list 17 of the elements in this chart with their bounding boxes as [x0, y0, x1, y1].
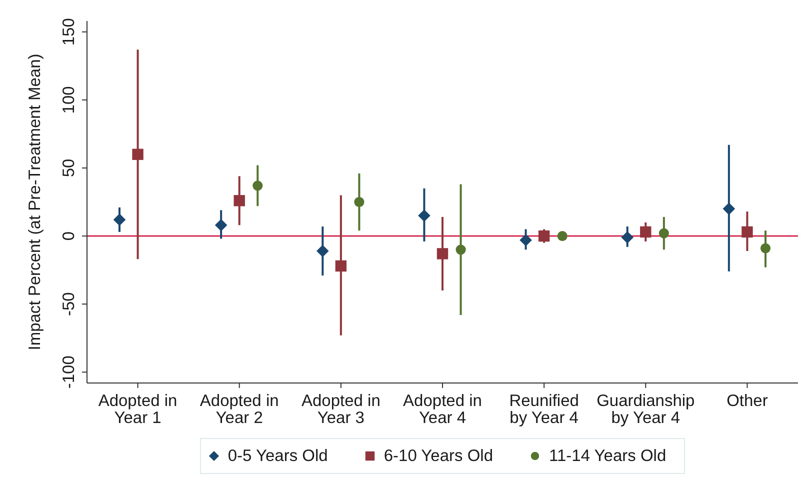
legend-label: 11-14 Years Old	[549, 446, 666, 466]
x-tick-label: Adopted in Year 3	[301, 392, 380, 427]
y-tick-label: 50	[60, 158, 78, 178]
legend-label: 0-5 Years Old	[228, 446, 328, 466]
x-tick-label: Other	[726, 392, 768, 410]
x-tick-label: Guardianship by Year 4	[596, 392, 695, 427]
y-tick-label: 0	[60, 231, 78, 241]
x-tick-label: Adopted in Year 4	[403, 392, 482, 427]
x-tick-label: Reunified by Year 4	[509, 392, 579, 427]
legend-label: 6-10 Years Old	[384, 446, 494, 466]
y-tick-label: 100	[60, 86, 78, 114]
y-tick-label: 150	[60, 18, 78, 46]
x-tick-label: Adopted in Year 1	[98, 392, 178, 427]
y-axis-title: Impact Percent (at Pre-Treatment Mean)	[26, 54, 44, 350]
x-tick-label: Adopted in Year 2	[200, 392, 279, 427]
y-tick-label: -50	[60, 292, 78, 316]
y-tick-label: -100	[60, 356, 78, 389]
